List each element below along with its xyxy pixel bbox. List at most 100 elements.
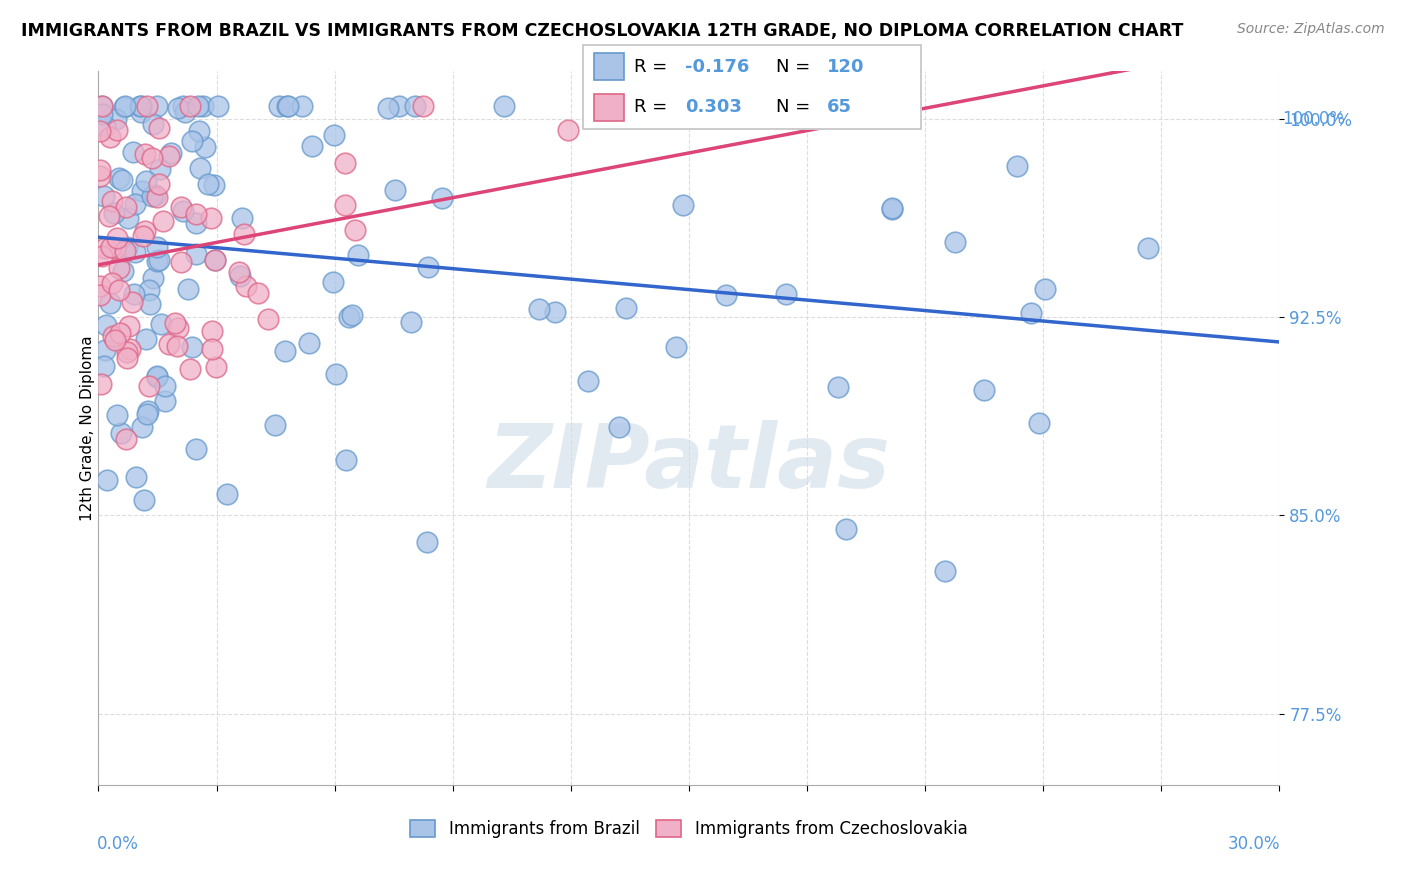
- Immigrants from Brazil: [172, 99, 194, 113]
- Immigrants from Brazil: [229, 268, 252, 283]
- Immigrants from Brazil: [135, 173, 157, 187]
- Immigrants from Brazil: [121, 145, 143, 159]
- Immigrants from Czechoslovakia: [201, 342, 224, 356]
- Immigrants from Brazil: [1019, 306, 1042, 320]
- Immigrants from Brazil: [93, 359, 115, 373]
- Immigrants from Brazil: [665, 340, 688, 354]
- Immigrants from Czechoslovakia: [101, 194, 124, 208]
- Immigrants from Czechoslovakia: [121, 295, 143, 310]
- Immigrants from Czechoslovakia: [100, 240, 122, 254]
- Immigrants from Brazil: [377, 101, 399, 115]
- Immigrants from Czechoslovakia: [146, 189, 169, 203]
- Immigrants from Czechoslovakia: [159, 149, 181, 163]
- Immigrants from Brazil: [148, 252, 170, 267]
- Immigrants from Czechoslovakia: [135, 99, 157, 113]
- Immigrants from Brazil: [149, 162, 172, 177]
- Text: 0.303: 0.303: [685, 98, 741, 116]
- Immigrants from Brazil: [91, 107, 114, 121]
- Immigrants from Czechoslovakia: [179, 99, 201, 113]
- Immigrants from Czechoslovakia: [118, 318, 141, 333]
- Immigrants from Brazil: [194, 139, 217, 153]
- Immigrants from Brazil: [1005, 159, 1028, 173]
- Immigrants from Brazil: [131, 420, 153, 434]
- Immigrants from Brazil: [384, 183, 406, 197]
- Immigrants from Brazil: [188, 161, 211, 175]
- Immigrants from Brazil: [174, 105, 197, 120]
- Immigrants from Czechoslovakia: [412, 99, 434, 113]
- Immigrants from Czechoslovakia: [115, 351, 138, 365]
- Immigrants from Czechoslovakia: [335, 155, 357, 169]
- Immigrants from Brazil: [184, 442, 207, 456]
- Immigrants from Brazil: [93, 189, 115, 203]
- Y-axis label: 12th Grade, No Diploma: 12th Grade, No Diploma: [80, 335, 94, 521]
- Immigrants from Czechoslovakia: [228, 265, 250, 279]
- Immigrants from Czechoslovakia: [115, 200, 138, 214]
- Immigrants from Brazil: [146, 254, 169, 268]
- Text: -0.176: -0.176: [685, 58, 749, 76]
- Immigrants from Brazil: [94, 318, 117, 332]
- Immigrants from Czechoslovakia: [97, 209, 120, 223]
- Immigrants from Brazil: [108, 171, 131, 186]
- Immigrants from Brazil: [204, 253, 226, 268]
- Immigrants from Czechoslovakia: [104, 333, 127, 347]
- Immigrants from Brazil: [166, 101, 188, 115]
- Immigrants from Brazil: [880, 202, 903, 217]
- Immigrants from Brazil: [416, 535, 439, 549]
- Immigrants from Czechoslovakia: [166, 321, 188, 335]
- Immigrants from Brazil: [98, 295, 121, 310]
- Immigrants from Czechoslovakia: [115, 345, 138, 359]
- Immigrants from Brazil: [404, 99, 426, 113]
- Immigrants from Czechoslovakia: [201, 324, 224, 338]
- Immigrants from Brazil: [129, 99, 152, 113]
- Immigrants from Brazil: [576, 374, 599, 388]
- Immigrants from Brazil: [301, 139, 323, 153]
- Immigrants from Brazil: [614, 301, 637, 315]
- Immigrants from Czechoslovakia: [108, 284, 131, 298]
- Immigrants from Czechoslovakia: [132, 229, 155, 244]
- Immigrants from Brazil: [197, 178, 219, 192]
- Immigrants from Brazil: [172, 203, 194, 218]
- Immigrants from Czechoslovakia: [115, 432, 138, 446]
- Immigrants from Brazil: [880, 201, 903, 215]
- Immigrants from Brazil: [714, 288, 737, 302]
- Immigrants from Czechoslovakia: [90, 377, 112, 392]
- Immigrants from Czechoslovakia: [157, 337, 180, 351]
- Immigrants from Czechoslovakia: [89, 124, 111, 138]
- Immigrants from Brazil: [125, 470, 148, 484]
- Immigrants from Czechoslovakia: [169, 255, 191, 269]
- Immigrants from Brazil: [215, 487, 238, 501]
- Immigrants from Brazil: [231, 211, 253, 225]
- Immigrants from Brazil: [93, 120, 115, 134]
- Immigrants from Czechoslovakia: [114, 244, 136, 258]
- Immigrants from Brazil: [1028, 416, 1050, 430]
- Immigrants from Brazil: [544, 305, 567, 319]
- Immigrants from Czechoslovakia: [141, 151, 163, 165]
- Immigrants from Brazil: [138, 296, 160, 310]
- Immigrants from Brazil: [276, 99, 298, 113]
- Immigrants from Brazil: [145, 368, 167, 383]
- Immigrants from Brazil: [159, 145, 181, 160]
- Immigrants from Czechoslovakia: [163, 316, 186, 330]
- Text: 120: 120: [827, 58, 863, 76]
- Immigrants from Brazil: [105, 112, 128, 126]
- Immigrants from Brazil: [141, 189, 163, 203]
- Immigrants from Czechoslovakia: [233, 227, 256, 241]
- Immigrants from Brazil: [145, 369, 167, 384]
- Immigrants from Brazil: [322, 275, 344, 289]
- Text: 65: 65: [827, 98, 852, 116]
- Immigrants from Brazil: [131, 184, 153, 198]
- Text: N =: N =: [776, 98, 815, 116]
- Immigrants from Czechoslovakia: [148, 120, 170, 135]
- Immigrants from Brazil: [117, 211, 139, 225]
- Immigrants from Czechoslovakia: [235, 279, 257, 293]
- Immigrants from Czechoslovakia: [105, 123, 128, 137]
- Immigrants from Czechoslovakia: [335, 198, 357, 212]
- Text: R =: R =: [634, 58, 673, 76]
- Immigrants from Czechoslovakia: [257, 312, 280, 326]
- Immigrants from Brazil: [202, 178, 225, 192]
- Immigrants from Brazil: [129, 99, 152, 113]
- Immigrants from Czechoslovakia: [557, 123, 579, 137]
- Immigrants from Brazil: [193, 99, 215, 113]
- Immigrants from Brazil: [1137, 241, 1160, 255]
- Immigrants from Brazil: [142, 117, 165, 131]
